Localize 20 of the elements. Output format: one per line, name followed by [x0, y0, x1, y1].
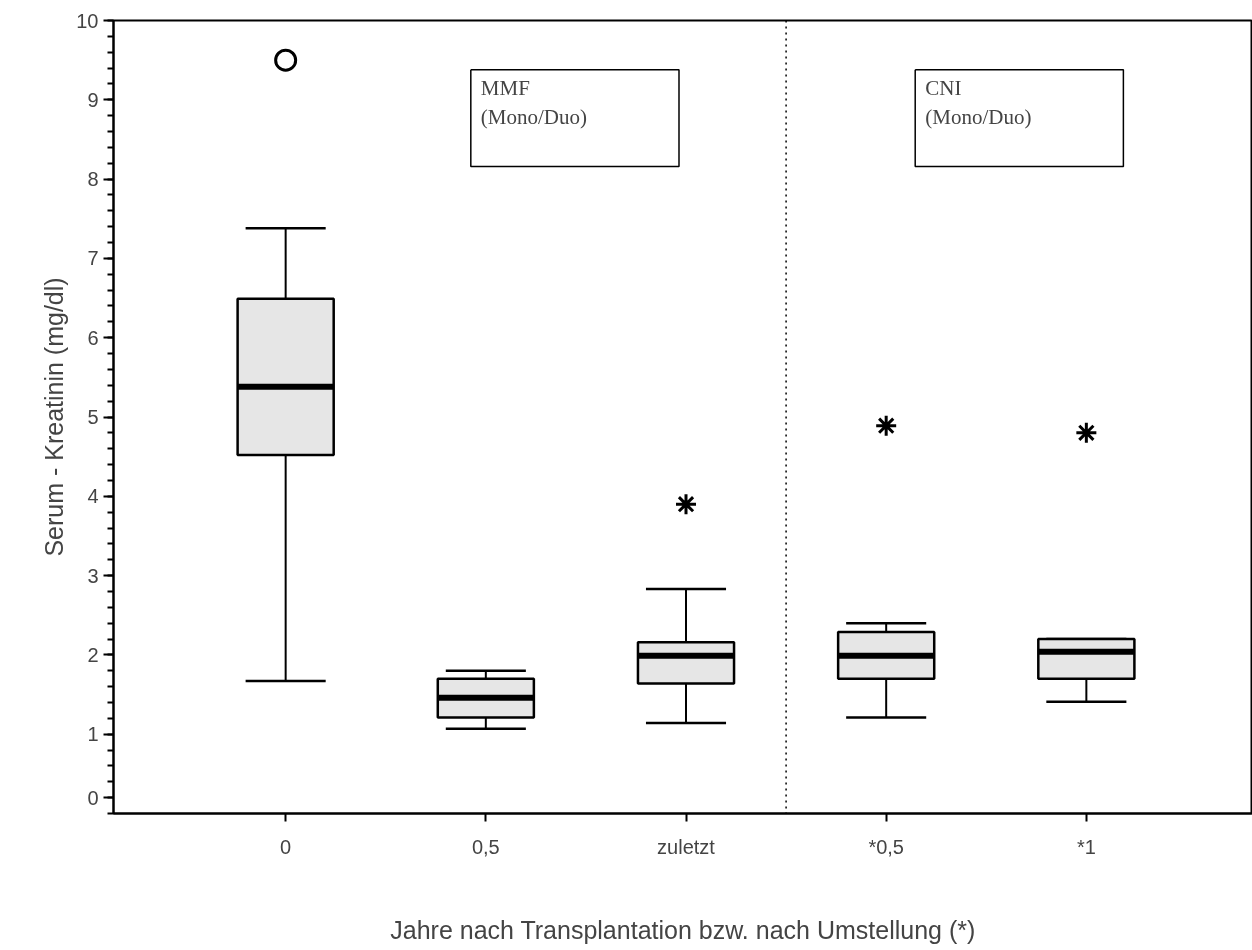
y-tick-label: 8: [87, 168, 99, 191]
y-axis-title: Serum - Kreatinin (mg/dl): [40, 277, 69, 557]
y-tick-label: 3: [87, 564, 99, 587]
annotation: CNI (Mono/Duo): [925, 76, 1032, 129]
y-tick-label: 6: [87, 326, 99, 349]
y-tick-label: 1: [87, 723, 99, 746]
x-tick-label: 0: [280, 835, 292, 858]
x-tick-label: *0,5: [868, 835, 904, 858]
annotation: MMF (Mono/Duo): [480, 76, 587, 129]
y-tick-label: 0: [87, 786, 99, 809]
x-tick-label: 0,5: [471, 835, 500, 858]
y-tick-label: 2: [87, 643, 99, 666]
x-axis-title: Jahre nach Transplantation bzw. nach Umstellung (*): [390, 915, 976, 944]
x-tick-label: *1: [1076, 835, 1096, 858]
y-tick-label: 9: [87, 88, 99, 111]
y-tick-label: 4: [87, 485, 99, 508]
y-tick-label: 7: [87, 247, 99, 270]
y-tick-label: 5: [87, 406, 99, 428]
y-tick-label: 10: [76, 9, 99, 32]
x-tick-label: zuletzt: [657, 835, 716, 858]
